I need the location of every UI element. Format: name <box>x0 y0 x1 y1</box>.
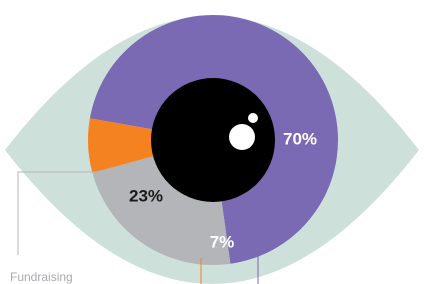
highlight <box>248 113 258 123</box>
chart: Fundraising 70% 23% 7% <box>0 0 424 284</box>
pupil <box>151 78 275 202</box>
category-label: Fundraising <box>10 270 73 284</box>
highlight <box>229 124 255 150</box>
value-label: 7% <box>210 232 235 251</box>
value-label: 23% <box>129 186 163 205</box>
value-label: 70% <box>283 129 317 148</box>
